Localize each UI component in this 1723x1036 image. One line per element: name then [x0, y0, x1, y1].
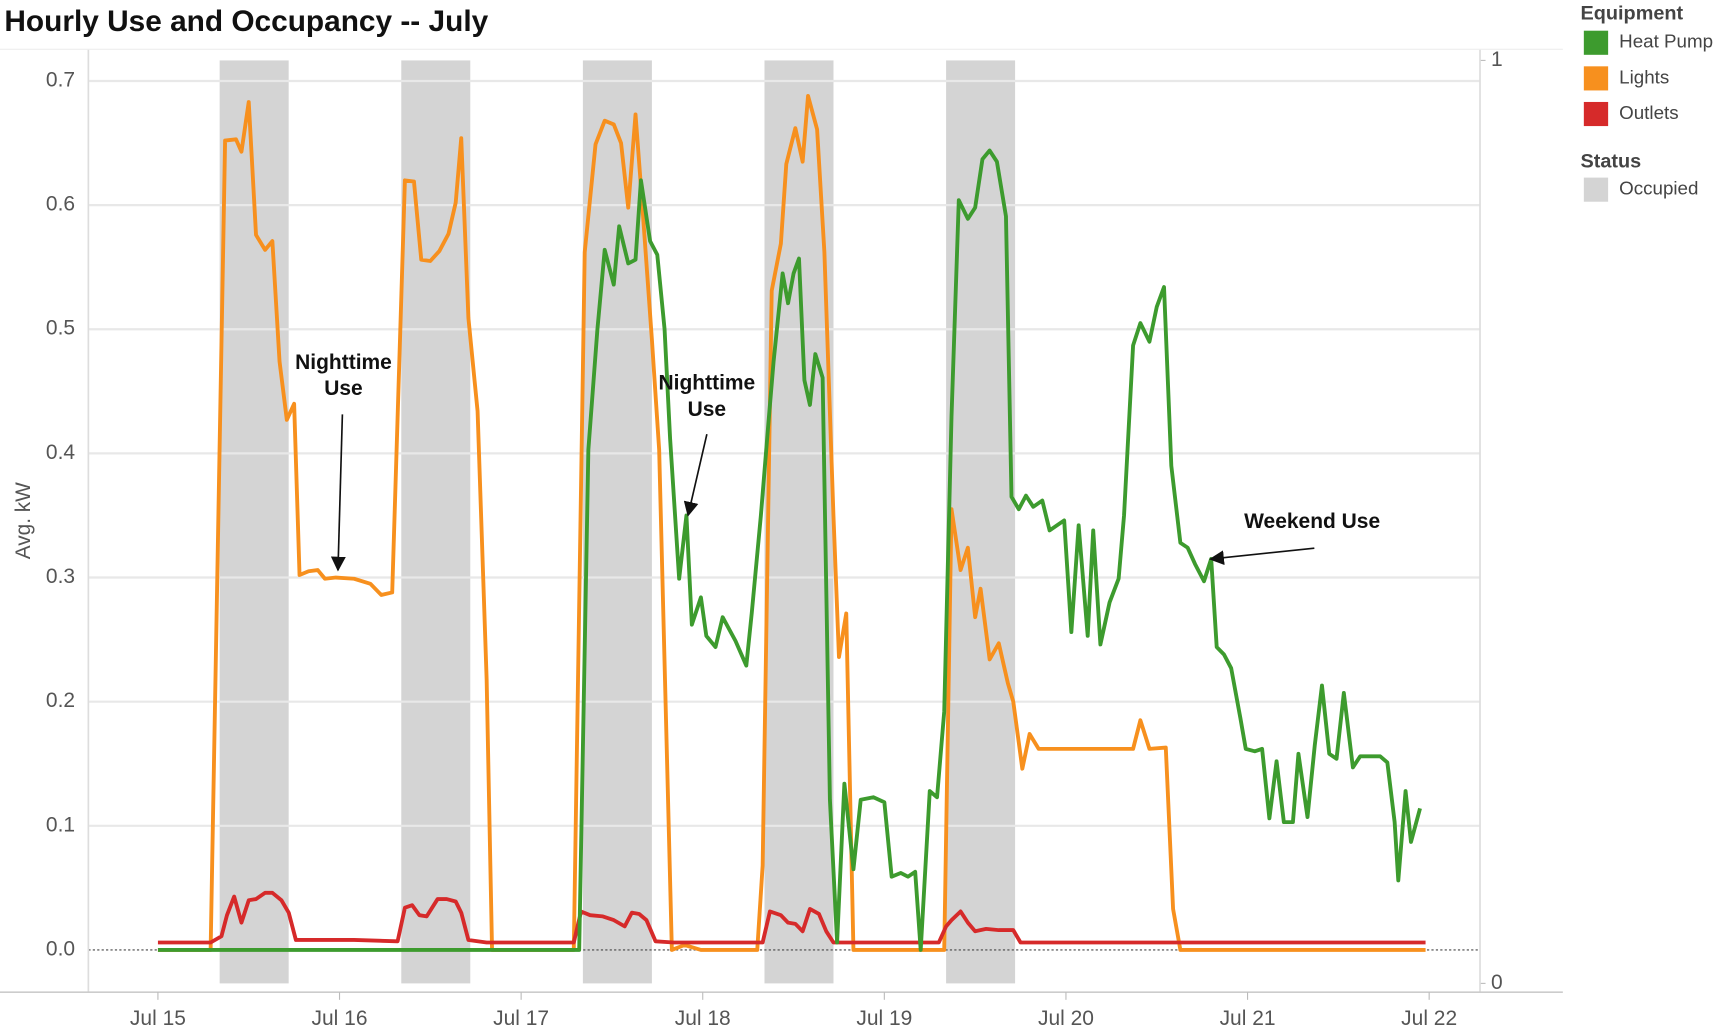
line-series: [157, 94, 1426, 952]
annotation-arrow: [683, 433, 708, 517]
legend-swatch: [1583, 30, 1609, 55]
y-tick-label: 0.1: [46, 813, 75, 836]
annotation-line: Use: [324, 377, 362, 400]
x-tick-label: Jul 17: [493, 1007, 549, 1030]
annotation: Nighttime Use: [295, 350, 392, 399]
x-tick-label: Jul 21: [1220, 1007, 1276, 1030]
y2-tick-label: 1: [1491, 48, 1503, 71]
y2-tick-label: 0: [1491, 971, 1503, 994]
occupied-band: [401, 60, 471, 984]
x-tick-label: Jul 15: [130, 1007, 186, 1030]
legend-title: Equipment: [1581, 3, 1684, 25]
x-tick-label: Jul 16: [312, 1007, 368, 1030]
annotation: Nighttime Use: [659, 371, 756, 420]
legend-label: Heat Pump: [1619, 31, 1713, 52]
chart-title: Hourly Use and Occupancy -- July: [4, 5, 488, 38]
legend-label: Outlets: [1619, 102, 1678, 123]
annotation-arrow: [330, 414, 346, 572]
legend-swatch: [1583, 101, 1609, 127]
y-tick-label: 0.6: [46, 193, 75, 216]
y-axis-label: Avg. kW: [12, 482, 35, 559]
annotation-arrow: [1209, 547, 1315, 566]
legend-swatch: [1583, 177, 1609, 202]
y-tick-label: 0.4: [46, 441, 75, 464]
annotation-line: Weekend Use: [1244, 509, 1380, 532]
annotation-line: Nighttime: [659, 371, 756, 394]
line-series: [157, 890, 1426, 945]
y-tick-label: 0.2: [46, 689, 75, 712]
x-tick-label: Jul 19: [856, 1007, 912, 1030]
legend-title: Status: [1581, 151, 1642, 173]
legend-label: Lights: [1619, 66, 1669, 87]
y-tick-label: 0.5: [46, 317, 75, 340]
legend-swatch: [1583, 66, 1609, 91]
line-series: [157, 148, 1422, 952]
x-tick-label: Jul 22: [1401, 1007, 1457, 1030]
y-tick-label: 0.3: [46, 565, 75, 588]
x-tick-label: Jul 18: [675, 1007, 731, 1030]
x-tick-label: Jul 20: [1038, 1007, 1094, 1030]
y-tick-label: 0.0: [46, 938, 75, 961]
annotation-line: Use: [688, 398, 726, 421]
annotation: Weekend Use: [1244, 509, 1380, 532]
annotation-line: Nighttime: [295, 350, 392, 373]
legend-label: Occupied: [1619, 178, 1698, 199]
y-tick-label: 0.7: [46, 69, 75, 92]
